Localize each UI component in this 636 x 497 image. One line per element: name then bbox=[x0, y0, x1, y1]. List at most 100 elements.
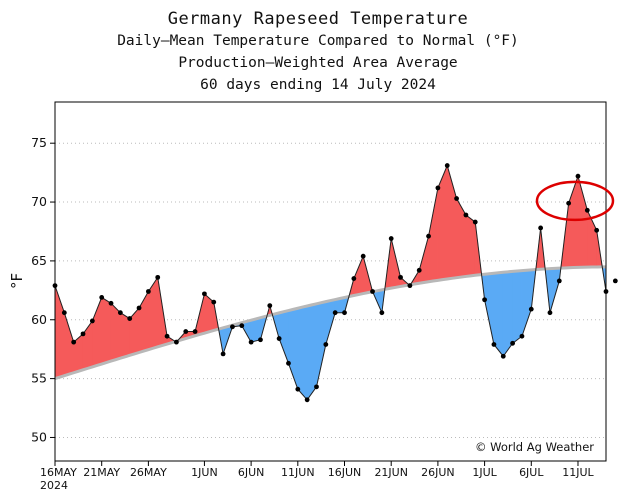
temperature-point bbox=[202, 291, 207, 297]
temperature-point bbox=[89, 318, 95, 324]
anomaly-fill-49 bbox=[512, 270, 523, 344]
y-axis-label: °F bbox=[8, 273, 26, 289]
temperature-point bbox=[444, 163, 450, 168]
chart-title: Germany Rapeseed Temperature bbox=[167, 9, 469, 29]
temperature-point bbox=[314, 384, 319, 390]
temperature-point bbox=[388, 236, 394, 241]
temperature-point bbox=[61, 310, 67, 316]
anomaly-fill-53 bbox=[549, 267, 560, 313]
x-tick-label: 26JUN bbox=[421, 466, 455, 479]
y-tick-label: 70 bbox=[31, 194, 47, 209]
anomaly-fill-26 bbox=[297, 305, 308, 401]
x-tick-label: 16JUN bbox=[328, 466, 362, 479]
temperature-point bbox=[594, 227, 600, 233]
y-tick-label: 60 bbox=[31, 312, 47, 327]
anomaly-fill-43 bbox=[456, 197, 467, 279]
temperature-point bbox=[398, 274, 403, 280]
chart-subtitle-2: Production—Weighted Area Average bbox=[178, 55, 458, 71]
temperature-point bbox=[276, 336, 282, 341]
y-tick-label: 50 bbox=[31, 429, 47, 444]
temperature-point bbox=[304, 397, 310, 403]
anomaly-fill-16 bbox=[204, 293, 215, 334]
temperature-point bbox=[230, 324, 235, 330]
temperature-point bbox=[528, 306, 534, 312]
temperature-point bbox=[584, 207, 590, 213]
temperature-point bbox=[220, 351, 226, 357]
anomaly-fill-8 bbox=[129, 307, 140, 356]
chart-subtitle-1: Daily—Mean Temperature Compared to Norma… bbox=[117, 33, 519, 49]
temperature-point bbox=[99, 294, 105, 300]
anomaly-fill-41 bbox=[437, 165, 448, 281]
temperature-point bbox=[258, 337, 263, 343]
anomaly-fill-2 bbox=[73, 333, 84, 374]
x-tick-label: 21JUN bbox=[374, 466, 408, 479]
temperature-point bbox=[332, 310, 338, 316]
temperature-point bbox=[192, 329, 198, 334]
highlight-ellipse bbox=[535, 180, 615, 222]
y-tick-label: 55 bbox=[31, 371, 47, 386]
x-tick-label: 21MAY bbox=[83, 466, 120, 479]
temperature-point bbox=[426, 233, 431, 239]
anomaly-fills bbox=[55, 165, 606, 401]
temperature-point bbox=[183, 329, 189, 334]
y-axis-ticks: 50 55 60 65 70 75 bbox=[31, 135, 55, 444]
anomaly-fill-50 bbox=[521, 269, 532, 337]
temperature-point bbox=[556, 278, 562, 284]
temperature-point bbox=[342, 310, 347, 316]
temperature-point bbox=[360, 253, 366, 259]
y-axis-label-text: °F bbox=[8, 273, 26, 289]
temperature-point bbox=[164, 333, 170, 339]
anomaly-fill-39 bbox=[418, 236, 429, 284]
temperature-point bbox=[379, 310, 385, 316]
x-tick-label: 6JUL bbox=[519, 466, 544, 479]
temperature-point bbox=[510, 340, 516, 346]
temperature-points bbox=[52, 163, 618, 403]
temperature-point bbox=[491, 342, 497, 347]
temperature-point bbox=[566, 200, 572, 206]
anomaly-fill-10 bbox=[148, 276, 159, 351]
temperature-point bbox=[351, 276, 357, 281]
y-tick-label: 75 bbox=[31, 135, 47, 150]
credit-text: © World Ag Weather bbox=[475, 440, 594, 454]
temperature-point bbox=[323, 342, 329, 347]
temperature-point bbox=[463, 212, 469, 218]
temperature-point bbox=[416, 267, 422, 273]
x-tick-label: 26MAY bbox=[130, 466, 167, 479]
temperature-point bbox=[239, 323, 245, 329]
anomaly-fill-29 bbox=[325, 299, 336, 345]
anomaly-fill-56 bbox=[577, 176, 588, 268]
temperature-point bbox=[286, 360, 291, 366]
x-axis-ticks: 16MAY 21MAY 26MAY 1JUN 6JUN 11JUN 16JUN 21JUN 26… bbox=[40, 461, 595, 479]
x-tick-label: 1JUL bbox=[472, 466, 497, 479]
temperature-point bbox=[519, 333, 525, 339]
temperature-point bbox=[80, 331, 86, 337]
anomaly-fill-3 bbox=[82, 320, 93, 371]
temperature-point bbox=[136, 305, 142, 311]
temperature-point bbox=[145, 289, 151, 294]
anomaly-fill-5 bbox=[101, 296, 112, 365]
chart-subtitle-3: 60 days ending 14 July 2024 bbox=[200, 77, 436, 93]
temperature-point bbox=[117, 310, 123, 316]
temperature-point bbox=[575, 173, 581, 179]
temperature-point bbox=[472, 219, 478, 225]
x-tick-label: 1JUN bbox=[191, 466, 218, 479]
temperature-point bbox=[407, 283, 413, 289]
temperature-point bbox=[295, 386, 301, 392]
x-tick-label: 16MAY bbox=[40, 466, 77, 479]
temperature-point bbox=[612, 278, 618, 284]
temperature-point bbox=[370, 289, 375, 294]
temperature-point bbox=[538, 225, 544, 231]
temperature-point bbox=[248, 339, 254, 345]
temperature-point bbox=[174, 339, 179, 345]
x-tick-label: 11JUN bbox=[281, 466, 315, 479]
temperature-point bbox=[547, 310, 553, 316]
temperature-point bbox=[482, 297, 487, 303]
temperature-point bbox=[71, 339, 77, 345]
x-tick-label: 6JUN bbox=[238, 466, 265, 479]
temperature-point bbox=[108, 300, 114, 306]
x-tick-label: 11JUL bbox=[562, 466, 594, 479]
temperature-point bbox=[500, 353, 506, 359]
temperature-point bbox=[127, 316, 133, 321]
y-tick-label: 65 bbox=[31, 253, 47, 268]
